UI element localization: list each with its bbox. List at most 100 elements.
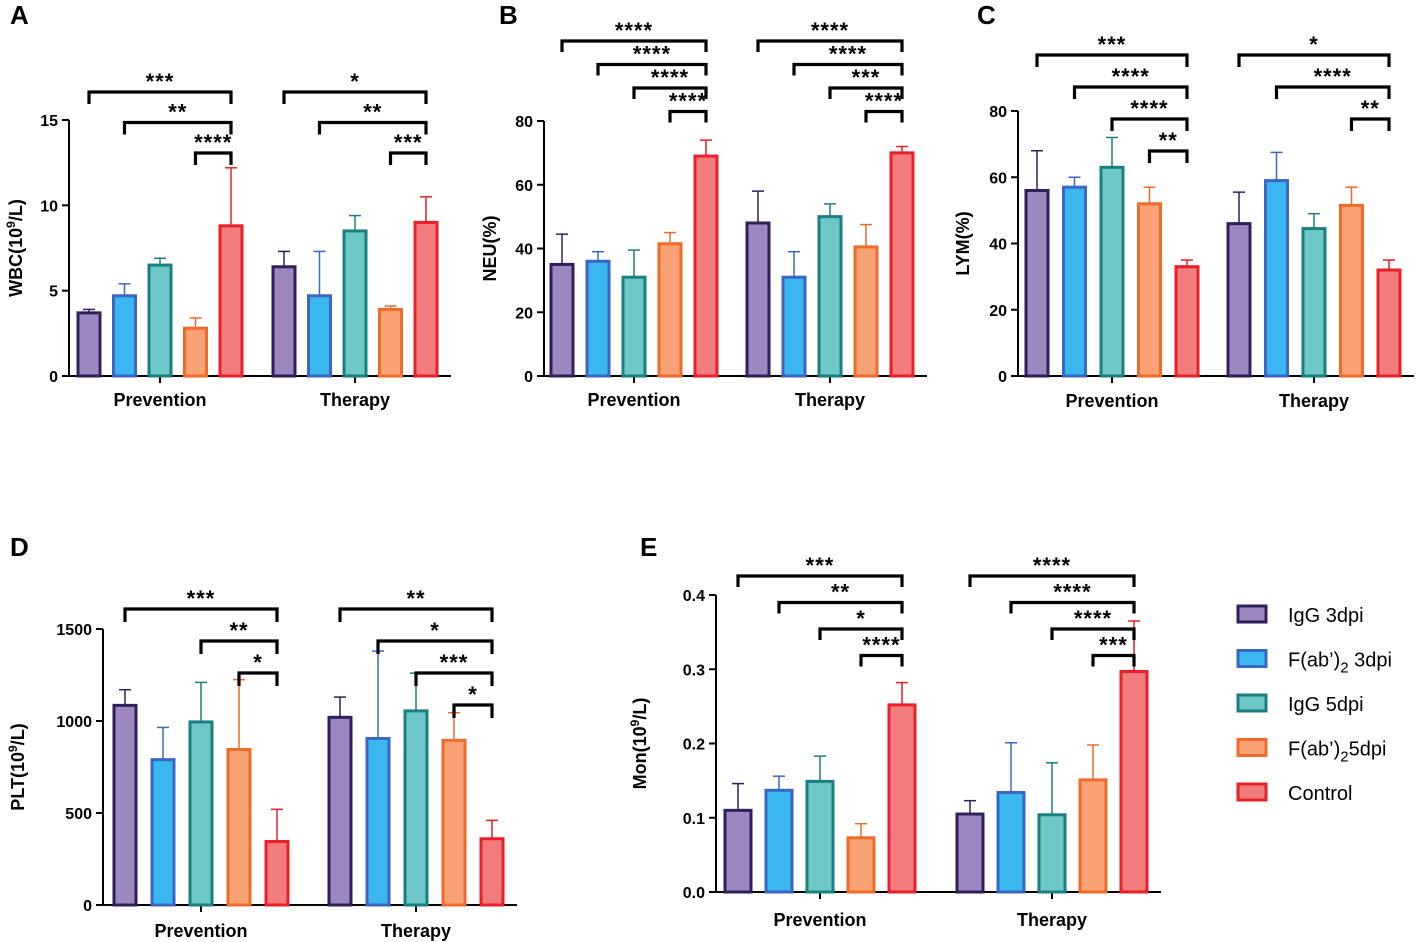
significance-label: ** bbox=[406, 586, 425, 611]
bar bbox=[853, 245, 879, 378]
significance-bracket bbox=[1091, 653, 1136, 667]
significance-bracket bbox=[1274, 85, 1391, 99]
y-tick-label: 10 bbox=[40, 198, 58, 215]
bar bbox=[1119, 669, 1149, 894]
significance-label: **** bbox=[1074, 606, 1112, 631]
panel-letter: B bbox=[499, 0, 518, 30]
significance-label: ** bbox=[1159, 128, 1178, 153]
y-tick-label: 0.2 bbox=[683, 737, 705, 754]
bar bbox=[365, 736, 391, 907]
significance-label: **** bbox=[862, 633, 900, 658]
y-tick-label: 0.1 bbox=[683, 811, 705, 828]
significance-bracket bbox=[1035, 53, 1189, 67]
bar bbox=[1099, 165, 1125, 378]
y-tick-label: 0.0 bbox=[683, 885, 705, 902]
significance-label: **** bbox=[829, 42, 867, 67]
y-tick-label: 40 bbox=[989, 237, 1007, 254]
y-tick-label: 5 bbox=[49, 284, 58, 301]
bar bbox=[955, 812, 985, 894]
bar bbox=[1037, 813, 1067, 894]
significance-bracket bbox=[282, 90, 428, 104]
panel-c: C020406080LYM(%)Prevention*************T… bbox=[953, 0, 1414, 411]
significance-label: **** bbox=[1053, 580, 1091, 605]
bar bbox=[112, 703, 138, 907]
bar bbox=[887, 703, 917, 894]
x-category-label: Prevention bbox=[154, 921, 247, 941]
significance-bracket bbox=[1072, 85, 1189, 99]
significance-bracket bbox=[376, 639, 494, 654]
significance-bracket bbox=[338, 607, 494, 622]
significance-bracket bbox=[317, 120, 428, 135]
y-tick-label: 0.4 bbox=[683, 588, 705, 605]
panel-letter: E bbox=[640, 532, 657, 562]
y-tick-label: 0 bbox=[49, 369, 58, 386]
significance-bracket bbox=[756, 39, 904, 52]
y-tick-label: 500 bbox=[65, 806, 92, 823]
significance-bracket bbox=[1147, 149, 1189, 163]
y-tick-label: 0 bbox=[998, 369, 1007, 386]
significance-bracket bbox=[122, 120, 233, 135]
y-axis-label: LYM(%) bbox=[953, 211, 973, 275]
y-tick-label: 80 bbox=[515, 114, 533, 131]
significance-bracket bbox=[1110, 117, 1189, 131]
x-category-label: Therapy bbox=[320, 390, 390, 410]
panel-letter: D bbox=[10, 532, 29, 562]
panel-a: A051015WBC(109/L)Prevention*********Ther… bbox=[4, 0, 451, 410]
bar bbox=[1301, 227, 1327, 378]
significance-bracket bbox=[452, 703, 494, 718]
significance-bracket bbox=[968, 574, 1136, 587]
bar bbox=[996, 791, 1026, 894]
bar bbox=[479, 837, 505, 907]
bar bbox=[271, 265, 297, 378]
bar bbox=[745, 221, 771, 378]
significance-label: **** bbox=[633, 42, 671, 67]
bar bbox=[846, 836, 876, 894]
legend-label: F(ab’)2 3dpi bbox=[1288, 650, 1392, 677]
legend-label: IgG 3dpi bbox=[1288, 605, 1364, 627]
x-category-label: Therapy bbox=[1017, 910, 1087, 930]
significance-label: *** bbox=[1099, 633, 1128, 658]
bar bbox=[1264, 179, 1289, 378]
significance-label: **** bbox=[811, 18, 849, 43]
significance-label: *** bbox=[187, 586, 216, 611]
significance-bracket bbox=[632, 86, 708, 99]
significance-label: ** bbox=[831, 580, 850, 605]
bar bbox=[112, 294, 137, 378]
bar bbox=[1174, 265, 1200, 378]
x-category-label: Prevention bbox=[1065, 391, 1158, 411]
bar bbox=[585, 259, 611, 378]
significance-label: **** bbox=[615, 18, 653, 43]
bar bbox=[147, 263, 173, 378]
x-category-label: Prevention bbox=[113, 390, 206, 410]
bar bbox=[76, 311, 102, 378]
x-category-label: Therapy bbox=[1279, 391, 1349, 411]
y-tick-label: 60 bbox=[515, 178, 533, 195]
legend-swatch bbox=[1236, 649, 1268, 668]
legend-swatch bbox=[1236, 782, 1268, 802]
bar bbox=[264, 840, 290, 907]
significance-bracket bbox=[237, 671, 279, 686]
y-tick-label: 40 bbox=[515, 242, 533, 259]
bar bbox=[621, 275, 647, 378]
bar bbox=[307, 294, 332, 378]
significance-label: ** bbox=[1361, 96, 1380, 121]
significance-bracket bbox=[199, 639, 279, 654]
panel-e: E0.00.10.20.30.4Mon(109/L)Prevention****… bbox=[628, 532, 1161, 930]
bar bbox=[1078, 778, 1108, 894]
y-tick-label: 60 bbox=[989, 170, 1007, 187]
x-category-label: Therapy bbox=[381, 921, 451, 941]
y-tick-label: 0 bbox=[524, 369, 533, 386]
significance-label: **** bbox=[1112, 64, 1150, 89]
x-category-label: Therapy bbox=[795, 390, 865, 410]
significance-label: **** bbox=[1314, 64, 1352, 89]
significance-bracket bbox=[859, 653, 904, 667]
panel-letter: A bbox=[10, 0, 29, 30]
legend-label: F(ab’)25dpi bbox=[1288, 739, 1386, 766]
significance-label: **** bbox=[194, 130, 232, 155]
significance-label: * bbox=[1309, 32, 1319, 57]
bar bbox=[218, 224, 244, 378]
x-category-label: Prevention bbox=[587, 390, 680, 410]
bar bbox=[327, 715, 353, 907]
significance-bracket bbox=[777, 600, 904, 614]
